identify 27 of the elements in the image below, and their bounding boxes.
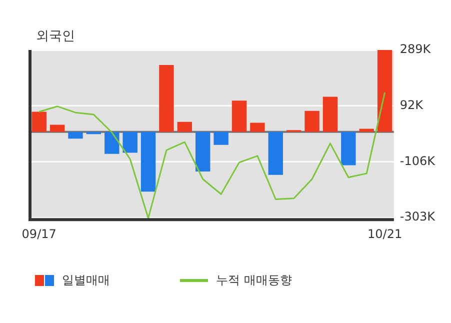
- x-tick-label: 09/17: [22, 226, 56, 241]
- bar: [250, 122, 265, 132]
- bar: [140, 132, 156, 192]
- bar: [196, 132, 210, 172]
- bar: [377, 50, 392, 132]
- x-tick-label: 10/21: [368, 226, 402, 241]
- bar: [159, 65, 174, 132]
- bar: [214, 132, 228, 145]
- y-tick-label: -303K: [400, 210, 436, 224]
- bar: [304, 110, 320, 132]
- bar: [122, 132, 138, 153]
- legend-label: 일별매매: [62, 272, 110, 289]
- y-tick-label: -106K: [400, 154, 436, 168]
- chart-title: 외국인: [36, 28, 75, 45]
- bar: [104, 132, 120, 154]
- bar: [359, 128, 374, 132]
- y-tick-label: 92K: [400, 98, 424, 112]
- y-tick-label: 289K: [400, 42, 432, 56]
- bar: [50, 124, 65, 132]
- legend-label: 누적 매매동향: [216, 272, 292, 289]
- bar: [68, 132, 83, 139]
- bar: [322, 96, 338, 132]
- bar: [232, 100, 247, 132]
- bar: [177, 122, 192, 132]
- bar: [32, 112, 46, 132]
- bar: [341, 132, 356, 166]
- bar: [268, 132, 283, 175]
